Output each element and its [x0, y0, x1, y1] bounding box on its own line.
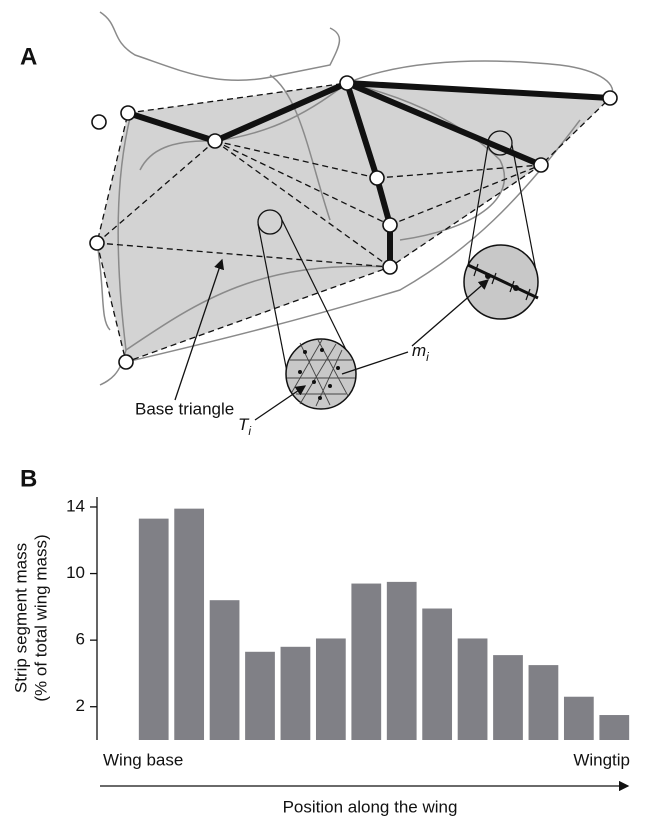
bar	[280, 646, 311, 740]
vein	[99, 117, 131, 386]
vein	[125, 82, 581, 363]
vein	[96, 74, 331, 331]
bar-chart: B 2 6 10 14 Strip segment mass (% of total win…	[11, 465, 630, 816]
x-end-label: Wingtip	[573, 750, 630, 769]
x-axis-label: Position along the wing	[283, 797, 458, 816]
zoom-segment	[463, 130, 539, 320]
bar	[599, 715, 630, 740]
bar	[245, 651, 275, 740]
bar	[493, 655, 523, 740]
bar	[209, 600, 240, 740]
vein	[346, 60, 614, 99]
arrow	[174, 258, 225, 401]
y-tick-label: 14	[66, 496, 85, 515]
y-tick-label: 10	[66, 563, 85, 582]
wing-diagram: A Base triangle mi Ti	[20, 11, 618, 438]
bar	[351, 583, 382, 740]
y-axis-label: Strip segment mass	[11, 543, 30, 693]
arrow	[341, 280, 488, 375]
bar	[528, 665, 559, 740]
bar	[174, 508, 205, 740]
panel-label: B	[20, 465, 37, 492]
bar	[563, 696, 594, 740]
panel-label: A	[20, 43, 37, 70]
y-tick-label: 6	[76, 630, 85, 649]
annotation: Ti	[238, 415, 251, 438]
x-start-label: Wing base	[103, 750, 183, 769]
vein	[99, 11, 341, 82]
bar	[315, 638, 346, 740]
y-tick-label: 2	[76, 696, 85, 715]
annotation: Base triangle	[135, 399, 234, 418]
bar	[422, 608, 453, 740]
annotation: mi	[412, 341, 429, 364]
triangulation	[96, 140, 542, 268]
arrow	[254, 385, 307, 421]
bar	[457, 638, 488, 740]
nodes	[89, 75, 618, 370]
bar	[138, 518, 169, 740]
y-axis-label: (% of total wing mass)	[31, 534, 50, 701]
vein	[125, 82, 391, 351]
bar	[386, 581, 417, 740]
